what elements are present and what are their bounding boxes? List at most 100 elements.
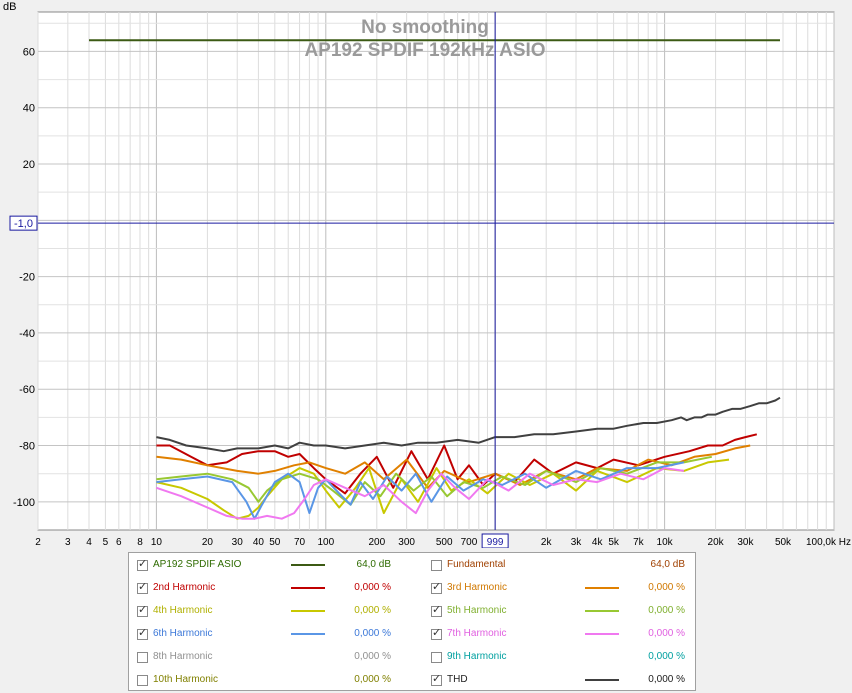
checkmark-icon: ✓	[138, 603, 148, 616]
legend-checkbox[interactable]	[137, 652, 148, 663]
x-tick-label: 7k	[633, 537, 645, 548]
legend-label: 3rd Harmonic	[447, 582, 508, 593]
legend-checkbox[interactable]	[137, 675, 148, 686]
legend-checkbox[interactable]	[431, 652, 442, 663]
x-tick-label: 30	[232, 537, 244, 548]
legend-item-9th-harmonic: 9th Harmonic 0,000 %	[431, 647, 701, 667]
x-tick-label: 200	[368, 537, 385, 548]
x-tick-label: 5k	[608, 537, 620, 548]
legend-label: Fundamental	[447, 559, 506, 570]
legend-value: 0,000 %	[648, 582, 685, 593]
legend-label: 7th Harmonic	[447, 628, 507, 639]
legend-label: 4th Harmonic	[153, 605, 213, 616]
legend-item-ap192-spdif-asio: ✓ AP192 SPDIF ASIO 64,0 dB	[137, 555, 407, 575]
legend-value: 0,000 %	[354, 651, 391, 662]
y-tick-label: -80	[19, 441, 35, 453]
series-line	[156, 396, 781, 453]
legend-swatch	[585, 610, 619, 612]
cursor: -1,0 999	[9, 12, 834, 548]
series-line	[156, 467, 685, 520]
legend-swatch	[291, 610, 325, 612]
y-ticks: 60 40 20 -20 -40 -60 -80 -100	[13, 46, 35, 508]
legend-item-4th-harmonic: ✓ 4th Harmonic 0,000 %	[137, 601, 407, 621]
x-tick-label: 70	[294, 537, 306, 548]
x-tick-label: 20k	[708, 537, 725, 548]
y-tick-label: -40	[19, 328, 35, 340]
checkmark-icon: ✓	[432, 580, 442, 593]
series-line	[156, 433, 758, 495]
legend-value: 0,000 %	[354, 582, 391, 593]
legend-value: 0,000 %	[354, 605, 391, 616]
x-tick-label: 10	[151, 537, 163, 548]
y-tick-label: -60	[19, 384, 35, 396]
legend-swatch	[585, 587, 619, 589]
legend-label: THD	[447, 674, 468, 685]
legend-checkbox[interactable]	[431, 560, 442, 571]
checkmark-icon: ✓	[432, 626, 442, 639]
legend-value: 0,000 %	[648, 674, 685, 685]
x-tick-label: 5	[103, 537, 109, 548]
legend-checkbox[interactable]: ✓	[431, 580, 442, 594]
legend-value: 0,000 %	[648, 605, 685, 616]
x-tick-label: 30k	[737, 537, 754, 548]
grid	[37, 12, 835, 530]
cursor-y-readout: -1,0	[14, 218, 33, 230]
legend-swatch	[585, 679, 619, 681]
y-tick-label: -100	[13, 497, 35, 509]
x-tick-label: 3k	[571, 537, 583, 548]
checkmark-icon: ✓	[138, 557, 148, 570]
legend-label: 8th Harmonic	[153, 651, 213, 662]
legend-checkbox[interactable]: ✓	[431, 672, 442, 686]
legend-value: 64,0 dB	[650, 559, 685, 570]
x-tick-label: 500	[436, 537, 453, 548]
y-tick-label: 40	[23, 103, 35, 115]
legend-value: 0,000 %	[354, 674, 391, 685]
series-line	[156, 461, 685, 520]
x-tick-label: 8	[137, 537, 143, 548]
checkmark-icon: ✓	[432, 603, 442, 616]
legend-item-3rd-harmonic: ✓ 3rd Harmonic 0,000 %	[431, 578, 701, 598]
x-tick-label: 4k	[592, 537, 604, 548]
legend-checkbox[interactable]: ✓	[431, 603, 442, 617]
legend-checkbox[interactable]: ✓	[137, 603, 148, 617]
plot-area[interactable]	[37, 11, 835, 531]
legend-label: 6th Harmonic	[153, 628, 213, 639]
legend-item-7th-harmonic: ✓ 7th Harmonic 0,000 %	[431, 624, 701, 644]
legend-label: 5th Harmonic	[447, 605, 507, 616]
cursor-x-readout: 999	[487, 537, 504, 548]
x-ticks: 2 3 4 5 6 8 10 20 30 40 50 70 100 200 300 500 700 2k 3k 4k 5…	[35, 537, 851, 548]
x-tick-label: 10k	[657, 537, 674, 548]
legend-checkbox[interactable]: ✓	[137, 580, 148, 594]
cursor-x-readout-box	[481, 533, 509, 548]
y-tick-label: 20	[23, 159, 35, 171]
legend-swatch	[291, 564, 325, 566]
x-tick-label: 3	[65, 537, 71, 548]
legend-item-fundamental: Fundamental 64,0 dB	[431, 555, 701, 575]
distortion-chart[interactable]: dB 60 40 20 -20 -40 -60 -80 -100 2 3 4 5 6 8 10 20 30 40…	[0, 0, 852, 548]
x-tick-label: 2	[35, 537, 41, 548]
legend-checkbox[interactable]: ✓	[431, 626, 442, 640]
checkmark-icon: ✓	[432, 672, 442, 685]
legend-swatch	[291, 633, 325, 635]
series-line	[156, 458, 730, 520]
x-tick-label: 50k	[775, 537, 792, 548]
legend-value: 0,000 %	[648, 628, 685, 639]
legend-label: AP192 SPDIF ASIO	[153, 559, 242, 570]
legend-value: 64,0 dB	[356, 559, 391, 570]
legend-value: 0,000 %	[354, 628, 391, 639]
y-tick-label: 60	[23, 46, 35, 58]
legend-item-10th-harmonic: 10th Harmonic 0,000 %	[137, 670, 407, 690]
x-tick-label: 300	[398, 537, 415, 548]
series-lines	[89, 39, 781, 520]
legend-checkbox[interactable]: ✓	[137, 626, 148, 640]
legend-item-8th-harmonic: 8th Harmonic 0,000 %	[137, 647, 407, 667]
checkmark-icon: ✓	[138, 580, 148, 593]
y-axis-label: dB	[3, 1, 16, 13]
x-tick-label: 40	[253, 537, 265, 548]
chart-title: No smoothing	[361, 17, 489, 38]
legend-checkbox[interactable]: ✓	[137, 557, 148, 571]
x-tick-label: 20	[202, 537, 214, 548]
checkmark-icon: ✓	[138, 626, 148, 639]
legend-label: 2nd Harmonic	[153, 582, 216, 593]
x-tick-label: 6	[116, 537, 122, 548]
